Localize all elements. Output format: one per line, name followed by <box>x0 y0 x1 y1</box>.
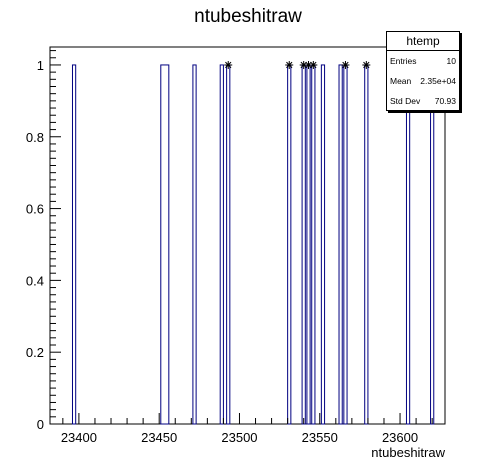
histogram-bar <box>192 64 197 425</box>
histogram-bar <box>338 64 343 425</box>
x-tick-label: 23400 <box>61 430 97 445</box>
histogram-bar <box>301 64 306 425</box>
stats-entries-label: Entries <box>390 56 417 66</box>
histogram-bar <box>71 64 77 425</box>
y-tick-label: 0.6 <box>26 202 44 217</box>
histogram-bar <box>311 64 316 425</box>
star-marker <box>304 60 313 69</box>
x-tick-label: 23450 <box>141 430 177 445</box>
y-tick-label: 0.2 <box>26 345 44 360</box>
markers-group <box>224 60 371 69</box>
plot-frame <box>49 46 446 425</box>
histogram-bar <box>320 64 326 425</box>
y-axis: 0 0.2 0.4 0.6 0.8 1 <box>26 50 61 432</box>
histogram-bar <box>430 64 435 425</box>
histogram-bar <box>405 64 411 425</box>
y-tick-label: 0.4 <box>26 273 44 288</box>
star-marker <box>299 60 308 69</box>
star-marker <box>362 60 371 69</box>
histogram-bar <box>226 64 231 425</box>
x-tick-label: 23500 <box>221 430 257 445</box>
histogram-bar <box>343 64 348 425</box>
x-tick-label: 23550 <box>302 430 338 445</box>
stats-box-title: htemp <box>387 32 459 51</box>
star-marker <box>309 60 318 69</box>
stats-stddev-value: 70.93 <box>434 96 456 106</box>
stats-box: htemp Entries 10 Mean 2.35e+04 Std Dev 7… <box>386 31 460 111</box>
histogram-bar <box>219 64 224 425</box>
star-marker <box>341 60 350 69</box>
chart-title: ntubeshitraw <box>194 6 302 27</box>
stats-row-entries: Entries 10 <box>387 51 459 71</box>
y-tick-label: 0 <box>37 417 44 432</box>
stats-mean-label: Mean <box>390 76 412 86</box>
y-tick-label: 0.8 <box>26 130 44 145</box>
star-marker <box>224 60 233 69</box>
stats-row-mean: Mean 2.35e+04 <box>387 71 459 91</box>
stats-mean-value: 2.35e+04 <box>420 76 456 86</box>
histogram-bar <box>364 64 369 425</box>
x-tick-label: 23600 <box>382 430 418 445</box>
y-tick-label: 1 <box>37 58 44 73</box>
histogram-bar <box>287 64 292 425</box>
histogram-bar <box>160 64 170 425</box>
stats-entries-value: 10 <box>446 56 456 66</box>
stats-stddev-label: Std Dev <box>390 96 421 106</box>
stats-row-stddev: Std Dev 70.93 <box>387 91 459 111</box>
bars-group <box>71 64 435 425</box>
star-marker <box>285 60 294 69</box>
x-axis-label: ntubeshitraw <box>371 445 445 460</box>
histogram-bar <box>306 64 311 425</box>
